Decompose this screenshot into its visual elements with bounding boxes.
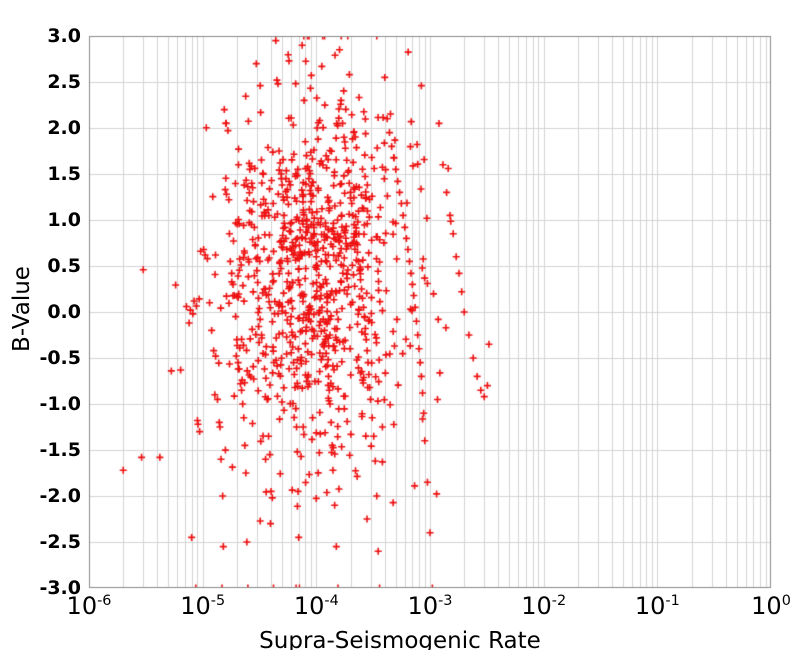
x-tick-base: 10 <box>751 592 782 620</box>
y-tick-label: -1.0 <box>39 393 81 415</box>
y-tick-label: 0.5 <box>47 255 81 277</box>
x-tick-label: 10-5 <box>180 592 225 620</box>
y-tick-label: -0.5 <box>39 347 81 369</box>
x-tick-exponent: -2 <box>551 593 567 609</box>
x-tick-exponent: -3 <box>438 593 453 609</box>
x-tick-base: 10 <box>521 592 552 620</box>
y-tick-label: -1.5 <box>39 439 81 461</box>
y-tick-label: 1.5 <box>47 163 81 185</box>
x-tick-label: 10-3 <box>408 592 453 620</box>
x-tick-label: 10-1 <box>635 592 680 620</box>
x-tick-base: 10 <box>293 592 325 620</box>
y-tick-label: 2.5 <box>47 71 81 93</box>
x-axis-label: Supra-Seismogenic Rate <box>259 628 541 650</box>
x-tick-label: 10-4 <box>294 592 339 620</box>
x-tick-exponent: 0 <box>781 593 791 609</box>
y-tick-label: 2.0 <box>47 117 81 139</box>
y-tick-label: -2.0 <box>39 485 81 507</box>
x-tick-label: 100 <box>751 592 791 620</box>
y-tick-label: -3.0 <box>39 577 81 599</box>
x-tick-base: 10 <box>634 592 666 620</box>
x-tick-exponent: -6 <box>97 593 112 609</box>
x-tick-base: 10 <box>407 592 439 620</box>
x-tick-exponent: -5 <box>210 593 226 609</box>
x-tick-exponent: -1 <box>665 593 680 609</box>
y-tick-label: 3.0 <box>47 25 81 47</box>
x-tick-label: 10-6 <box>67 592 112 620</box>
y-axis-label: B-Value <box>9 266 35 352</box>
y-tick-label: 1.0 <box>47 209 81 231</box>
y-tick-label: 0.0 <box>47 301 81 323</box>
y-tick-label: -2.5 <box>39 531 81 553</box>
x-tick-exponent: -4 <box>324 593 339 609</box>
x-tick-label: 10-2 <box>521 592 566 620</box>
x-tick-base: 10 <box>66 592 98 620</box>
x-tick-base: 10 <box>180 592 211 620</box>
